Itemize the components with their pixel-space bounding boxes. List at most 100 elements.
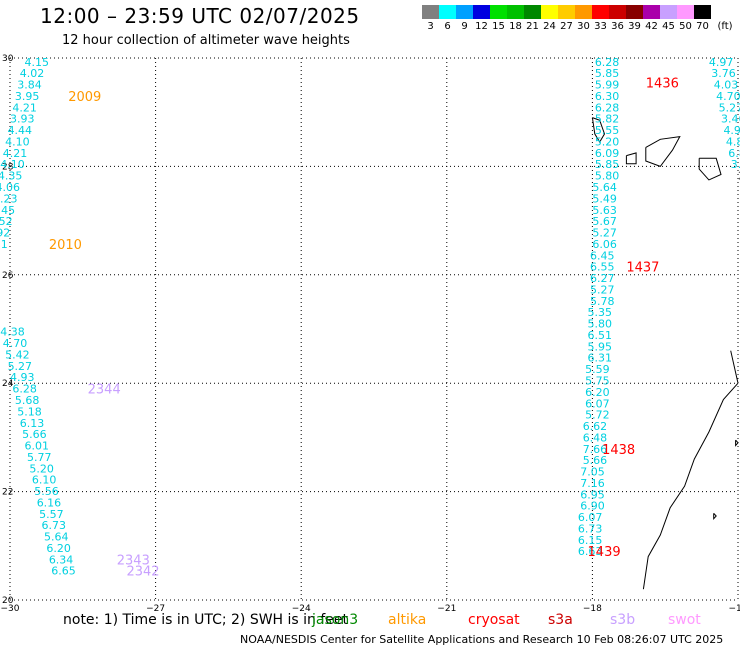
legend-label: 9 (461, 21, 468, 32)
wave-height-value: 5.78 (590, 295, 615, 308)
legend-swatch (456, 5, 473, 19)
wave-height-value: 6.10 (32, 474, 57, 487)
legend-swatch (524, 5, 541, 19)
wave-height-value: 3.93 (10, 113, 35, 126)
legend-swatch (626, 5, 643, 19)
wave-height-value: 5.20 (595, 135, 620, 148)
wave-height-value: 6.15 (578, 534, 603, 547)
coastline (625, 152, 637, 165)
wave-height-value: 5.55 (595, 124, 620, 137)
legend-label: 70 (696, 21, 709, 32)
wave-height-value: 5.27 (8, 360, 33, 373)
pass-time-label: 1439 (588, 545, 621, 560)
wave-height-value: 4.52 (0, 215, 13, 228)
wave-height-value: 4.21 (3, 147, 28, 160)
lat-tick-label: 22 (2, 488, 13, 498)
legend-swatch (643, 5, 660, 19)
wave-height-value: 4.45 (0, 204, 15, 217)
satellite-label: s3b (610, 612, 636, 628)
wave-height-value: 4.10 (0, 158, 25, 171)
wave-height-value: 6.31 (588, 352, 613, 365)
lon-tick-label: −30 (1, 604, 20, 614)
satellite-label: swot (668, 612, 701, 628)
pass-time-label: 2010 (49, 238, 82, 253)
wave-height-value: 5.64 (592, 181, 617, 194)
legend-label: 45 (662, 21, 675, 32)
wave-height-value: 6.73 (42, 519, 66, 532)
coastline (591, 117, 606, 143)
wave-height-value: 5.01 (0, 238, 8, 251)
legend-swatch (677, 5, 694, 19)
satellite-label: altika (388, 612, 427, 628)
lat-tick-label: 26 (2, 271, 14, 281)
pass-time-label: 2009 (68, 90, 101, 105)
legend-label: 15 (492, 21, 505, 32)
wave-height-value: 6.90 (580, 500, 605, 513)
wave-height-value: 5.82 (595, 113, 620, 126)
wave-height-value: 6.48 (583, 431, 608, 444)
wave-height-value: 5.20 (29, 462, 54, 475)
wave-height-value: 6.30 (595, 90, 620, 103)
wave-height-value: 5.66 (22, 428, 46, 441)
wave-height-value: 3.46 (721, 113, 740, 126)
legend-swatch (490, 5, 507, 19)
wave-height-value: 6.20 (46, 542, 71, 555)
wave-height-value: 4.90 (723, 124, 740, 137)
legend-label: 36 (611, 21, 624, 32)
wave-height-value: 3.76 (711, 67, 736, 80)
pass-time-label: 2342 (126, 565, 159, 580)
wave-height-value: 4.97 (709, 56, 734, 69)
wave-height-value: 5.64 (44, 531, 68, 544)
wave-height-value: 5.67 (592, 215, 617, 228)
wave-height-value: 5.95 (588, 340, 613, 353)
wave-height-value: 5.80 (588, 318, 613, 331)
wave-height-value: 6.01 (25, 440, 49, 453)
legend-label: 6 (444, 21, 451, 32)
coastline (698, 157, 722, 181)
legend-unit: (ft) (717, 21, 733, 32)
wave-height-value: 6.45 (590, 249, 615, 262)
wave-height-value: 6.07 (578, 511, 603, 524)
wave-height-value: 4.23 (0, 192, 18, 205)
map-subtitle: 12 hour collection of altimeter wave hei… (62, 33, 350, 48)
lon-tick-label: −18 (583, 604, 602, 614)
wave-height-value: 4.21 (12, 101, 37, 114)
legend-swatch (660, 5, 677, 19)
lon-tick-label: −15 (729, 604, 740, 614)
legend-label: 3 (427, 21, 434, 32)
coastlines (591, 117, 739, 590)
lat-tick-label: 28 (2, 162, 14, 172)
wave-height-value: 6.95 (580, 488, 605, 501)
wave-height-value: 5.59 (585, 363, 610, 376)
pass-time-label: 2344 (88, 383, 121, 398)
wave-height-value: 6.34 (49, 553, 74, 566)
wave-height-value: 7.05 (580, 466, 605, 479)
coastline (642, 382, 739, 590)
wave-height-value: 5.72 (585, 409, 610, 422)
wave-height-value: 7.66 (583, 443, 608, 456)
wave-height-value: 3.84 (17, 79, 41, 92)
coastline (730, 350, 739, 384)
pass-time-label: 1436 (646, 76, 679, 91)
legend-swatch (422, 5, 439, 19)
wave-height-value: 6.73 (578, 522, 603, 535)
wave-height-value: 4.02 (20, 67, 44, 80)
wave-height-value: 5.49 (592, 192, 617, 205)
legend-label: 30 (577, 21, 590, 32)
wave-height-value: 3.95 (15, 90, 40, 103)
wave-height-value: 5.77 (27, 451, 51, 464)
legend-swatch (592, 5, 609, 19)
legend-label: 18 (509, 21, 522, 32)
lon-tick-label: −21 (437, 604, 456, 614)
wave-height-value: 5.85 (595, 158, 620, 171)
wave-height-value: 6.51 (588, 329, 613, 342)
wave-height-value: 5.66 (583, 454, 608, 467)
legend-label: 42 (645, 21, 658, 32)
lat-tick-label: 30 (2, 54, 14, 64)
wave-height-value: 3.0 (731, 158, 740, 171)
wave-height-value: 5.75 (585, 374, 610, 387)
pass-time-label: 2343 (117, 553, 150, 568)
wave-height-value: 6.27 (590, 272, 615, 285)
legend-swatch (609, 5, 626, 19)
